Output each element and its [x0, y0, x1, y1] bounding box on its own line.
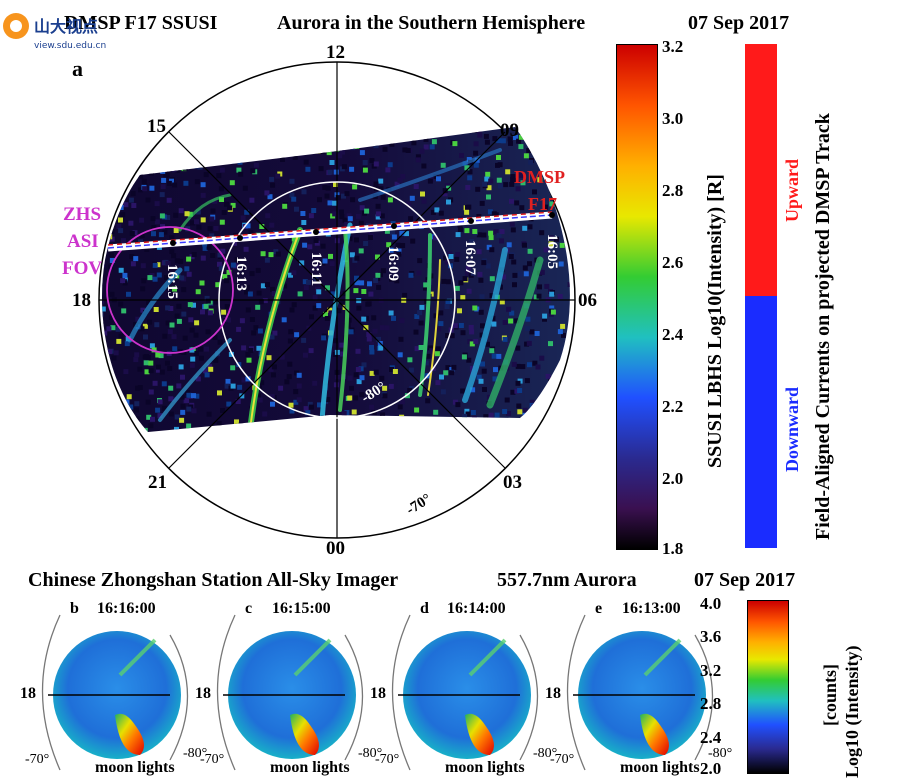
mlt-label-00: 00 — [326, 538, 345, 559]
frame-lat-80: -80° — [708, 746, 733, 761]
time-label-1609: 16:09 — [385, 246, 401, 281]
bottom-title-left: Chinese Zhongshan Station All-Sky Imager — [28, 569, 399, 591]
time-label-1605: 16:05 — [544, 234, 560, 269]
mlt-label-15: 15 — [147, 116, 166, 137]
asi-colorbar-label: Log10 (Intensity) — [842, 645, 862, 778]
frame-mlt-18: 18 — [370, 685, 386, 702]
frame-lat-80: -80° — [533, 746, 558, 761]
fac-upward-bar — [745, 44, 777, 296]
track-label-line1: DMSP — [514, 167, 565, 187]
fov-label-line2: ASI — [67, 231, 99, 252]
watermark-text: 山大视点 — [34, 17, 98, 36]
mlt-label-18: 18 — [72, 290, 91, 311]
track-label-line2: F17 — [528, 194, 557, 214]
lat-label-70: -70° — [404, 491, 435, 518]
frame-moon-label: moon lights — [620, 759, 700, 776]
lat-circle-80 — [218, 181, 456, 419]
asi-cb-tick: 2.8 — [700, 694, 722, 713]
cb-tick: 2.4 — [662, 325, 684, 344]
frame-moon-label: moon lights — [270, 759, 350, 776]
mlt-label-21: 21 — [148, 472, 167, 493]
frame-mlt-18: 18 — [545, 685, 561, 702]
frame-moon-label: moon lights — [445, 759, 525, 776]
panel-label-a: a — [72, 56, 83, 81]
fac-label: Field-Aligned Currents on projected DMSP… — [812, 113, 834, 540]
top-title-left: DMSP F17 SSUSI — [64, 12, 218, 34]
frame-lat-70: -70° — [375, 752, 400, 767]
asi-cb-tick: 3.2 — [700, 661, 722, 680]
frame-lat-70: -70° — [550, 752, 575, 767]
frame-label: e — [595, 600, 603, 617]
ssusi-colorbar-label: SSUSI LBHS Log10(Intensity) [R] — [704, 174, 726, 468]
frame-label: d — [420, 600, 429, 617]
ssusi-colorbar — [616, 44, 658, 550]
time-label-1607: 16:07 — [462, 240, 478, 275]
top-title-date: 07 Sep 2017 — [688, 12, 790, 34]
top-title-center: Aurora in the Southern Hemisphere — [277, 12, 586, 34]
frame-mlt-18: 18 — [20, 685, 36, 702]
bottom-title-date: 07 Sep 2017 — [694, 569, 796, 591]
mlt-label-09: 09 — [500, 120, 519, 141]
cb-tick: 3.2 — [662, 37, 684, 56]
watermark-logo: 山大视点 view.sdu.edu.cn — [3, 13, 106, 51]
mlt-spokes — [99, 62, 575, 538]
frame-time: 16:15:00 — [272, 600, 331, 617]
cb-tick: 2.6 — [662, 253, 684, 272]
fac-upward-label: Upward — [782, 158, 802, 222]
time-label-1611: 16:11 — [308, 252, 324, 286]
frame-label: c — [245, 600, 253, 617]
cb-tick: 2.2 — [662, 397, 684, 416]
frame-time: 16:13:00 — [622, 600, 681, 617]
mlt-label-12: 12 — [326, 42, 345, 63]
asi-colorbar-units: [counts] — [820, 664, 840, 726]
frame-lat-70: -70° — [25, 752, 50, 767]
polar-map: 12 15 09 18 06 21 03 00 -80° -70° DMSP F… — [62, 42, 597, 559]
watermark-url: view.sdu.edu.cn — [34, 41, 106, 51]
fac-downward-bar — [745, 296, 777, 548]
mlt-label-06: 06 — [578, 290, 597, 311]
asi-cb-tick: 3.6 — [700, 627, 722, 646]
asi-colorbar — [747, 600, 789, 774]
asi-cb-tick: 2.0 — [700, 759, 722, 778]
fov-label-line1: ZHS — [63, 204, 101, 225]
frame-lat-70: -70° — [200, 752, 225, 767]
fac-downward-label: Downward — [782, 386, 802, 472]
frame-label: b — [70, 600, 79, 617]
bottom-title-center: 557.7nm Aurora — [497, 569, 637, 591]
fov-label-line3: FOV — [62, 258, 102, 279]
cb-tick: 3.0 — [662, 109, 684, 128]
frame-lat-80: -80° — [358, 746, 383, 761]
time-label-1615: 16:15 — [164, 264, 180, 299]
dmsp-track — [107, 211, 555, 252]
frame-time: 16:14:00 — [447, 600, 506, 617]
asi-cb-tick: 2.4 — [700, 728, 722, 747]
cb-tick: 2.8 — [662, 181, 684, 200]
time-label-1613: 16:13 — [233, 256, 249, 291]
cb-tick: 2.0 — [662, 469, 684, 488]
zhs-fov-circle — [106, 226, 234, 354]
asi-cb-tick: 4.0 — [700, 594, 722, 613]
mlt-label-03: 03 — [503, 472, 522, 493]
frame-moon-label: moon lights — [95, 759, 175, 776]
frame-lat-80: -80° — [183, 746, 208, 761]
frame-time: 16:16:00 — [97, 600, 156, 617]
frame-mlt-18: 18 — [195, 685, 211, 702]
cb-tick: 1.8 — [662, 539, 684, 558]
